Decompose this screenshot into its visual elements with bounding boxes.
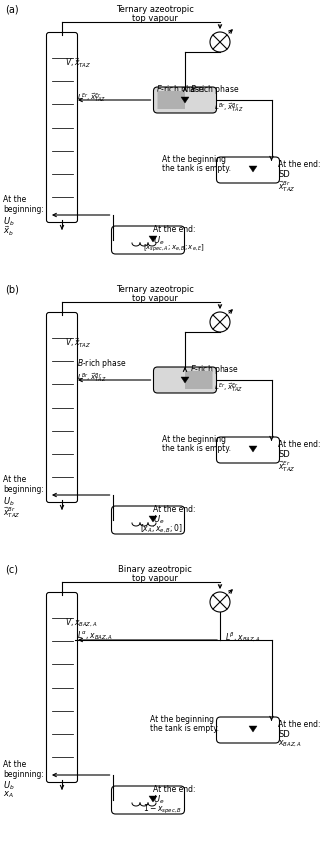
Polygon shape (249, 446, 257, 452)
FancyBboxPatch shape (216, 437, 280, 463)
Text: $x_{BAZ,A}$: $x_{BAZ,A}$ (279, 739, 302, 749)
Text: the tank is empty.: the tank is empty. (163, 444, 231, 453)
Text: $L^{\alpha}, x_{BAZ,A}$: $L^{\alpha}, x_{BAZ,A}$ (77, 630, 113, 643)
Text: At the
beginning:: At the beginning: (3, 195, 44, 214)
Text: At the end:: At the end: (279, 720, 321, 729)
Text: $L^{Br}, \vec{x}^{Br}_{TAZ}$: $L^{Br}, \vec{x}^{Br}_{TAZ}$ (214, 102, 244, 115)
Text: At the beginning: At the beginning (150, 715, 214, 724)
Text: $U_b$: $U_b$ (3, 215, 15, 228)
Text: $L^{\beta}, x_{BAZ,A}$: $L^{\beta}, x_{BAZ,A}$ (225, 630, 261, 643)
Text: $U_b$: $U_b$ (3, 495, 15, 507)
FancyBboxPatch shape (154, 87, 216, 113)
Text: $1-x_{spec,B}$: $1-x_{spec,B}$ (143, 803, 182, 816)
Polygon shape (181, 377, 189, 383)
Text: At the beginning: At the beginning (163, 435, 226, 444)
Text: (b): (b) (5, 284, 19, 294)
Text: At the end:: At the end: (279, 440, 321, 449)
Text: the tank is empty.: the tank is empty. (163, 164, 231, 173)
Polygon shape (181, 97, 189, 103)
Text: $V, \vec{x}_{TAZ}$: $V, \vec{x}_{TAZ}$ (65, 337, 92, 350)
Text: Ternary azeotropic: Ternary azeotropic (116, 5, 194, 14)
Text: top vapour: top vapour (132, 14, 178, 23)
Text: (c): (c) (5, 564, 18, 574)
FancyBboxPatch shape (112, 786, 184, 814)
Polygon shape (149, 236, 157, 242)
Polygon shape (149, 796, 157, 802)
FancyBboxPatch shape (158, 91, 185, 109)
Text: $U_e$: $U_e$ (153, 234, 164, 246)
Text: $U_e$: $U_e$ (153, 514, 164, 526)
FancyBboxPatch shape (185, 371, 212, 389)
Polygon shape (149, 516, 157, 522)
FancyBboxPatch shape (46, 313, 77, 503)
Text: $V, x_{BAZ,A}$: $V, x_{BAZ,A}$ (65, 617, 98, 629)
Text: $L^{Er}, \vec{x}^{Er}_{TAZ}$: $L^{Er}, \vec{x}^{Er}_{TAZ}$ (214, 382, 244, 395)
Text: At the end:: At the end: (279, 160, 321, 169)
FancyBboxPatch shape (46, 593, 77, 782)
Text: (a): (a) (5, 4, 19, 14)
FancyBboxPatch shape (154, 367, 216, 393)
Text: $L^{Er}, \vec{x}^{Er}_{TAZ}$: $L^{Er}, \vec{x}^{Er}_{TAZ}$ (77, 92, 106, 105)
Text: At the beginning: At the beginning (163, 155, 226, 164)
Text: $B$-rich phase: $B$-rich phase (190, 83, 239, 96)
FancyBboxPatch shape (216, 157, 280, 183)
Text: SD: SD (279, 730, 290, 739)
Text: the tank is empty.: the tank is empty. (150, 724, 219, 733)
Text: At the
beginning:: At the beginning: (3, 475, 44, 495)
Text: Binary azeotropic: Binary azeotropic (118, 565, 192, 574)
Text: $U_e$: $U_e$ (153, 794, 164, 807)
Text: $\vec{x}^{Br}_{TAZ}$: $\vec{x}^{Br}_{TAZ}$ (3, 505, 20, 520)
Text: top vapour: top vapour (132, 574, 178, 583)
Text: SD: SD (279, 170, 290, 179)
FancyBboxPatch shape (112, 506, 184, 534)
FancyBboxPatch shape (216, 717, 280, 743)
Text: $B$-rich phase: $B$-rich phase (77, 357, 126, 370)
Text: top vapour: top vapour (132, 294, 178, 303)
Text: At the end:: At the end: (153, 785, 195, 794)
Text: $[x_A; x_{e,B}; 0]$: $[x_A; x_{e,B}; 0]$ (140, 523, 183, 535)
Polygon shape (249, 726, 257, 732)
Polygon shape (249, 166, 257, 172)
Text: Ternary azeotropic: Ternary azeotropic (116, 285, 194, 294)
Text: $E$-rich phase: $E$-rich phase (156, 83, 204, 96)
Text: $[x_{spec,A}; x_{e,B}; x_{e,E}]$: $[x_{spec,A}; x_{e,B}; x_{e,E}]$ (143, 243, 205, 254)
FancyBboxPatch shape (112, 226, 184, 254)
Text: $V, \vec{x}_{TAZ}$: $V, \vec{x}_{TAZ}$ (65, 57, 92, 71)
Text: At the
beginning:: At the beginning: (3, 760, 44, 780)
Text: $\vec{x}^{Er}_{TAZ}$: $\vec{x}^{Er}_{TAZ}$ (279, 459, 296, 473)
Text: $x_A$: $x_A$ (3, 790, 14, 801)
Text: At the end:: At the end: (153, 225, 195, 234)
Text: SD: SD (279, 450, 290, 459)
Text: $\vec{x}_b$: $\vec{x}_b$ (3, 225, 14, 238)
Text: $L^{Br}, \vec{x}^{Br}_{TAZ}$: $L^{Br}, \vec{x}^{Br}_{TAZ}$ (77, 372, 107, 385)
Text: $\vec{x}^{Br}_{TAZ}$: $\vec{x}^{Br}_{TAZ}$ (279, 179, 296, 194)
Text: $U_b$: $U_b$ (3, 780, 15, 792)
Text: $E$-rich phase: $E$-rich phase (190, 363, 239, 376)
FancyBboxPatch shape (46, 33, 77, 223)
Text: At the end:: At the end: (153, 505, 195, 514)
